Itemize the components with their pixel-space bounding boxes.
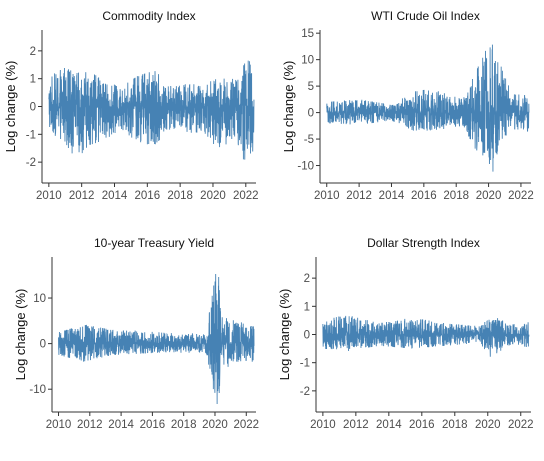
x-tick-label: 2016 <box>411 190 437 202</box>
x-tick-label: 2016 <box>409 419 435 431</box>
y-tick-label: 0 <box>40 339 46 351</box>
y-tick-label: 10 <box>33 293 46 305</box>
y-axis-label: Log change (%) <box>3 61 18 153</box>
x-tick-label: 2014 <box>379 190 405 202</box>
x-tick-label: 2018 <box>443 190 469 202</box>
x-tick-label: 2018 <box>171 419 197 431</box>
y-axis-label: Log change (%) <box>13 289 28 381</box>
panel-3: 10-year Treasury Yield Log change (%)-10 0… <box>13 236 259 431</box>
x-tick-label: 2020 <box>475 419 501 431</box>
panel-title: 10-year Treasury Yield <box>94 236 214 250</box>
panel-title: Dollar Strength Index <box>367 236 480 250</box>
series-line <box>48 60 255 160</box>
y-tick-label: -5 <box>304 134 314 146</box>
y-tick-label: 1 <box>30 74 36 86</box>
panel-title: Commodity Index <box>102 9 195 23</box>
x-tick-label: 2010 <box>36 190 62 202</box>
y-tick-label: 0 <box>30 102 36 114</box>
y-tick-label: 1 <box>304 301 310 313</box>
x-tick-label: 2010 <box>314 190 340 202</box>
x-tick-label: 2022 <box>233 190 259 202</box>
y-tick-label: -10 <box>29 384 46 396</box>
x-tick-label: 2020 <box>202 419 228 431</box>
y-tick-label: -1 <box>300 358 310 370</box>
x-tick-label: 2010 <box>46 419 72 431</box>
series-line <box>322 315 530 357</box>
x-tick-label: 2014 <box>108 419 134 431</box>
y-axis-label: Log change (%) <box>277 289 292 381</box>
x-tick-label: 2016 <box>135 190 161 202</box>
x-tick-label: 2012 <box>69 190 95 202</box>
x-tick-label: 2012 <box>77 419 103 431</box>
y-tick-label: 15 <box>301 28 314 40</box>
y-tick-label: 5 <box>308 81 314 93</box>
x-tick-label: 2022 <box>508 419 534 431</box>
panel-title: WTI Crude Oil Index <box>371 9 480 23</box>
y-tick-label: -2 <box>26 157 36 169</box>
x-tick-label: 2012 <box>343 419 369 431</box>
y-tick-label: -1 <box>26 129 36 141</box>
y-axis-label: Log change (%) <box>281 61 296 153</box>
x-tick-label: 2022 <box>508 190 534 202</box>
x-tick-label: 2012 <box>346 190 372 202</box>
y-tick-label: -2 <box>300 386 310 398</box>
x-tick-label: 2018 <box>442 419 468 431</box>
panel-1: Commodity Index Log change (%) -2 -1 0 1 2 2010… <box>3 9 259 202</box>
x-tick-label: 2014 <box>102 190 128 202</box>
x-tick-label: 2020 <box>200 190 226 202</box>
series-line <box>58 273 255 404</box>
y-tick-label: 0 <box>308 108 314 120</box>
x-tick-label: 2022 <box>233 419 259 431</box>
y-tick-label: 2 <box>304 273 310 285</box>
series-line <box>326 44 530 172</box>
x-tick-label: 2014 <box>376 419 402 431</box>
panel-4: Dollar Strength Index Log change (%) -2 -1 0… <box>277 236 534 431</box>
panel-2: WTI Crude Oil Index Log change (%)-10 -5 0 5… <box>281 9 534 202</box>
y-tick-label: 2 <box>30 46 36 58</box>
x-tick-label: 2016 <box>140 419 166 431</box>
x-tick-label: 2010 <box>310 419 336 431</box>
y-tick-label: -10 <box>297 161 314 173</box>
x-tick-label: 2020 <box>476 190 502 202</box>
y-tick-label: 10 <box>301 55 314 67</box>
y-tick-label: 0 <box>304 330 310 342</box>
x-tick-label: 2018 <box>167 190 193 202</box>
